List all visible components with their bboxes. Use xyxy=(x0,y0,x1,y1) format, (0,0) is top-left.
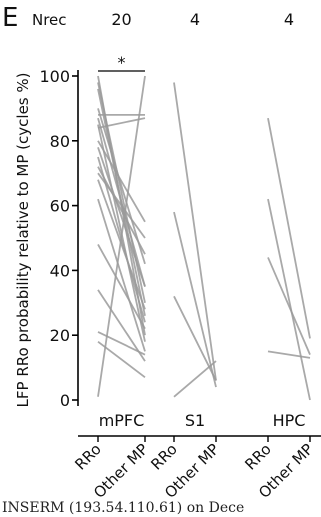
paired-line xyxy=(97,117,146,129)
paired-line xyxy=(97,331,146,356)
group-name: HPC xyxy=(273,411,306,430)
group-name: mPFC xyxy=(99,411,145,430)
x-tick-label: RRo xyxy=(241,440,274,473)
paired-line xyxy=(97,198,146,352)
paired-line xyxy=(173,360,217,398)
paired-line xyxy=(97,166,146,255)
y-tick-label: 20 xyxy=(50,326,70,345)
panel-label: E xyxy=(2,3,18,33)
y-axis-ticks: 100 80 60 40 20 0 xyxy=(39,67,78,410)
series-lines xyxy=(97,75,311,401)
paired-line xyxy=(267,117,311,339)
y-tick-label: 0 xyxy=(60,391,70,410)
nrec-count: 20 xyxy=(111,10,131,29)
significance-star: * xyxy=(118,53,126,72)
y-axis-label: LFP RRo probability relative to MP (cycl… xyxy=(14,73,32,408)
y-tick-label: 40 xyxy=(50,261,70,280)
axes xyxy=(77,70,321,442)
paired-line xyxy=(267,350,311,359)
paired-line xyxy=(97,75,146,397)
y-tick-label: 60 xyxy=(50,197,70,216)
paired-line xyxy=(173,82,217,381)
group-name: S1 xyxy=(185,411,205,430)
paired-line xyxy=(97,146,146,287)
paired-line xyxy=(97,172,146,239)
x-tick-label: RRo xyxy=(71,440,104,473)
paired-line xyxy=(267,257,311,355)
paired-line xyxy=(97,179,146,310)
y-tick-label: 100 xyxy=(39,67,70,86)
paired-line xyxy=(267,198,311,401)
paired-line xyxy=(97,117,146,287)
nrec-label: Nrec xyxy=(32,11,67,29)
group-labels: 20 mPFC 4 S1 4 HPC * xyxy=(98,10,305,430)
paired-line xyxy=(173,211,217,388)
paired-line xyxy=(97,140,146,223)
x-tick-label: RRo xyxy=(147,440,180,473)
nrec-count: 4 xyxy=(190,10,200,29)
footer-watermark: INSERM (193.54.110.61) on Dece xyxy=(2,500,244,516)
y-tick-label: 80 xyxy=(50,132,70,151)
paired-line xyxy=(97,244,146,330)
paired-line xyxy=(97,289,146,362)
nrec-count: 4 xyxy=(284,10,294,29)
